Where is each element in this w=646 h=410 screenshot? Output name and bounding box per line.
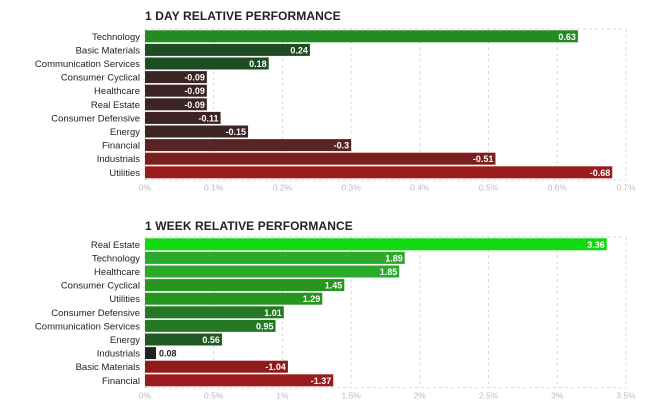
category-label: Consumer Defensive — [51, 308, 140, 319]
category-label: Communication Services — [35, 321, 140, 332]
category-label: Technology — [92, 32, 140, 43]
category-label: Communication Services — [35, 59, 140, 70]
bar — [145, 360, 288, 373]
category-label: Consumer Cyclical — [61, 281, 140, 292]
x-tick-label: 0.2% — [273, 183, 293, 193]
value-label: 0.95 — [256, 321, 274, 331]
x-tick-label: 0.4% — [410, 183, 430, 193]
x-tick-label: 0.6% — [548, 183, 568, 193]
bar — [145, 30, 578, 43]
bar — [145, 347, 156, 360]
value-label: -1.37 — [311, 376, 332, 386]
category-label: Energy — [110, 127, 140, 138]
bar — [145, 251, 405, 264]
x-tick-label: 0.7% — [616, 183, 636, 193]
chart-1week-relative-performance: 0% 0.5% 1% 1.5% 2% 2.5% 3% 3.5% Real Estate 3.36 T… — [35, 236, 636, 401]
x-tick-label: 0.3% — [341, 183, 361, 193]
category-label: Financial — [102, 141, 140, 152]
value-label: 0.24 — [290, 45, 308, 55]
x-tick-label: 0.5% — [479, 183, 499, 193]
value-label: 1.29 — [303, 294, 321, 304]
value-label: 1.45 — [325, 281, 343, 291]
value-label: 1.01 — [264, 308, 282, 318]
value-label: -0.09 — [184, 86, 205, 96]
chart-1day-relative-performance: 0% 0.1% 0.2% 0.3% 0.4% 0.5% 0.6% 0.7% Technology… — [35, 28, 636, 193]
value-label: -0.51 — [473, 154, 494, 164]
x-tick-label: 2% — [414, 391, 427, 401]
bar — [145, 125, 249, 138]
bar — [145, 333, 222, 346]
value-label: -0.68 — [590, 168, 611, 178]
value-label: 1.85 — [380, 267, 398, 277]
value-label: 0.63 — [558, 32, 576, 42]
bar — [145, 238, 607, 251]
category-label: Consumer Cyclical — [61, 73, 140, 84]
category-label: Basic Materials — [76, 45, 141, 56]
bar — [145, 139, 352, 152]
category-label: Healthcare — [94, 86, 140, 97]
category-label: Utilities — [109, 294, 140, 305]
category-label: Basic Materials — [76, 362, 141, 373]
value-label: -0.15 — [226, 127, 247, 137]
category-label: Technology — [92, 253, 140, 264]
chart-title-1day: 1 DAY RELATIVE PERFORMANCE — [145, 9, 341, 23]
bar — [145, 57, 269, 70]
bar — [145, 71, 207, 84]
category-label: Industrials — [97, 349, 141, 360]
bar — [145, 292, 323, 305]
category-label: Financial — [102, 376, 140, 387]
value-label: 0.08 — [159, 349, 177, 359]
x-tick-label: 1% — [276, 391, 289, 401]
bar — [145, 84, 207, 97]
category-label: Real Estate — [91, 100, 140, 111]
category-label: Energy — [110, 335, 140, 346]
x-tick-label: 0.5% — [204, 391, 224, 401]
x-tick-label: 0% — [139, 391, 152, 401]
value-label: -0.3 — [334, 141, 350, 151]
x-tick-label: 0.1% — [204, 183, 224, 193]
category-label: Utilities — [109, 168, 140, 179]
value-label: 0.18 — [249, 59, 267, 69]
bar — [145, 265, 400, 278]
category-label: Consumer Defensive — [51, 113, 140, 124]
x-tick-label: 0% — [139, 183, 152, 193]
bar — [145, 319, 276, 332]
value-label: -1.04 — [265, 362, 286, 372]
value-label: -0.09 — [184, 73, 205, 83]
value-label: -0.11 — [199, 113, 219, 123]
value-label: 0.56 — [202, 335, 220, 345]
category-label: Healthcare — [94, 267, 140, 278]
value-label: -0.09 — [184, 100, 205, 110]
x-tick-label: 3% — [551, 391, 564, 401]
value-label: 3.36 — [587, 240, 605, 250]
bar — [145, 166, 613, 179]
x-tick-label: 1.5% — [341, 391, 361, 401]
bar — [145, 279, 345, 292]
value-label: 1.89 — [385, 253, 403, 263]
chart-title-1week: 1 WEEK RELATIVE PERFORMANCE — [145, 219, 353, 233]
bar — [145, 111, 221, 124]
bar — [145, 374, 334, 387]
bar — [145, 152, 496, 165]
x-tick-label: 3.5% — [616, 391, 636, 401]
bar — [145, 306, 284, 319]
x-tick-label: 2.5% — [479, 391, 499, 401]
bar — [145, 43, 310, 56]
bar — [145, 98, 207, 111]
category-label: Industrials — [97, 154, 141, 165]
category-label: Real Estate — [91, 240, 140, 251]
